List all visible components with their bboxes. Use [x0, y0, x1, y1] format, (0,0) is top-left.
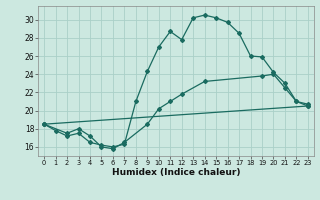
X-axis label: Humidex (Indice chaleur): Humidex (Indice chaleur): [112, 168, 240, 177]
